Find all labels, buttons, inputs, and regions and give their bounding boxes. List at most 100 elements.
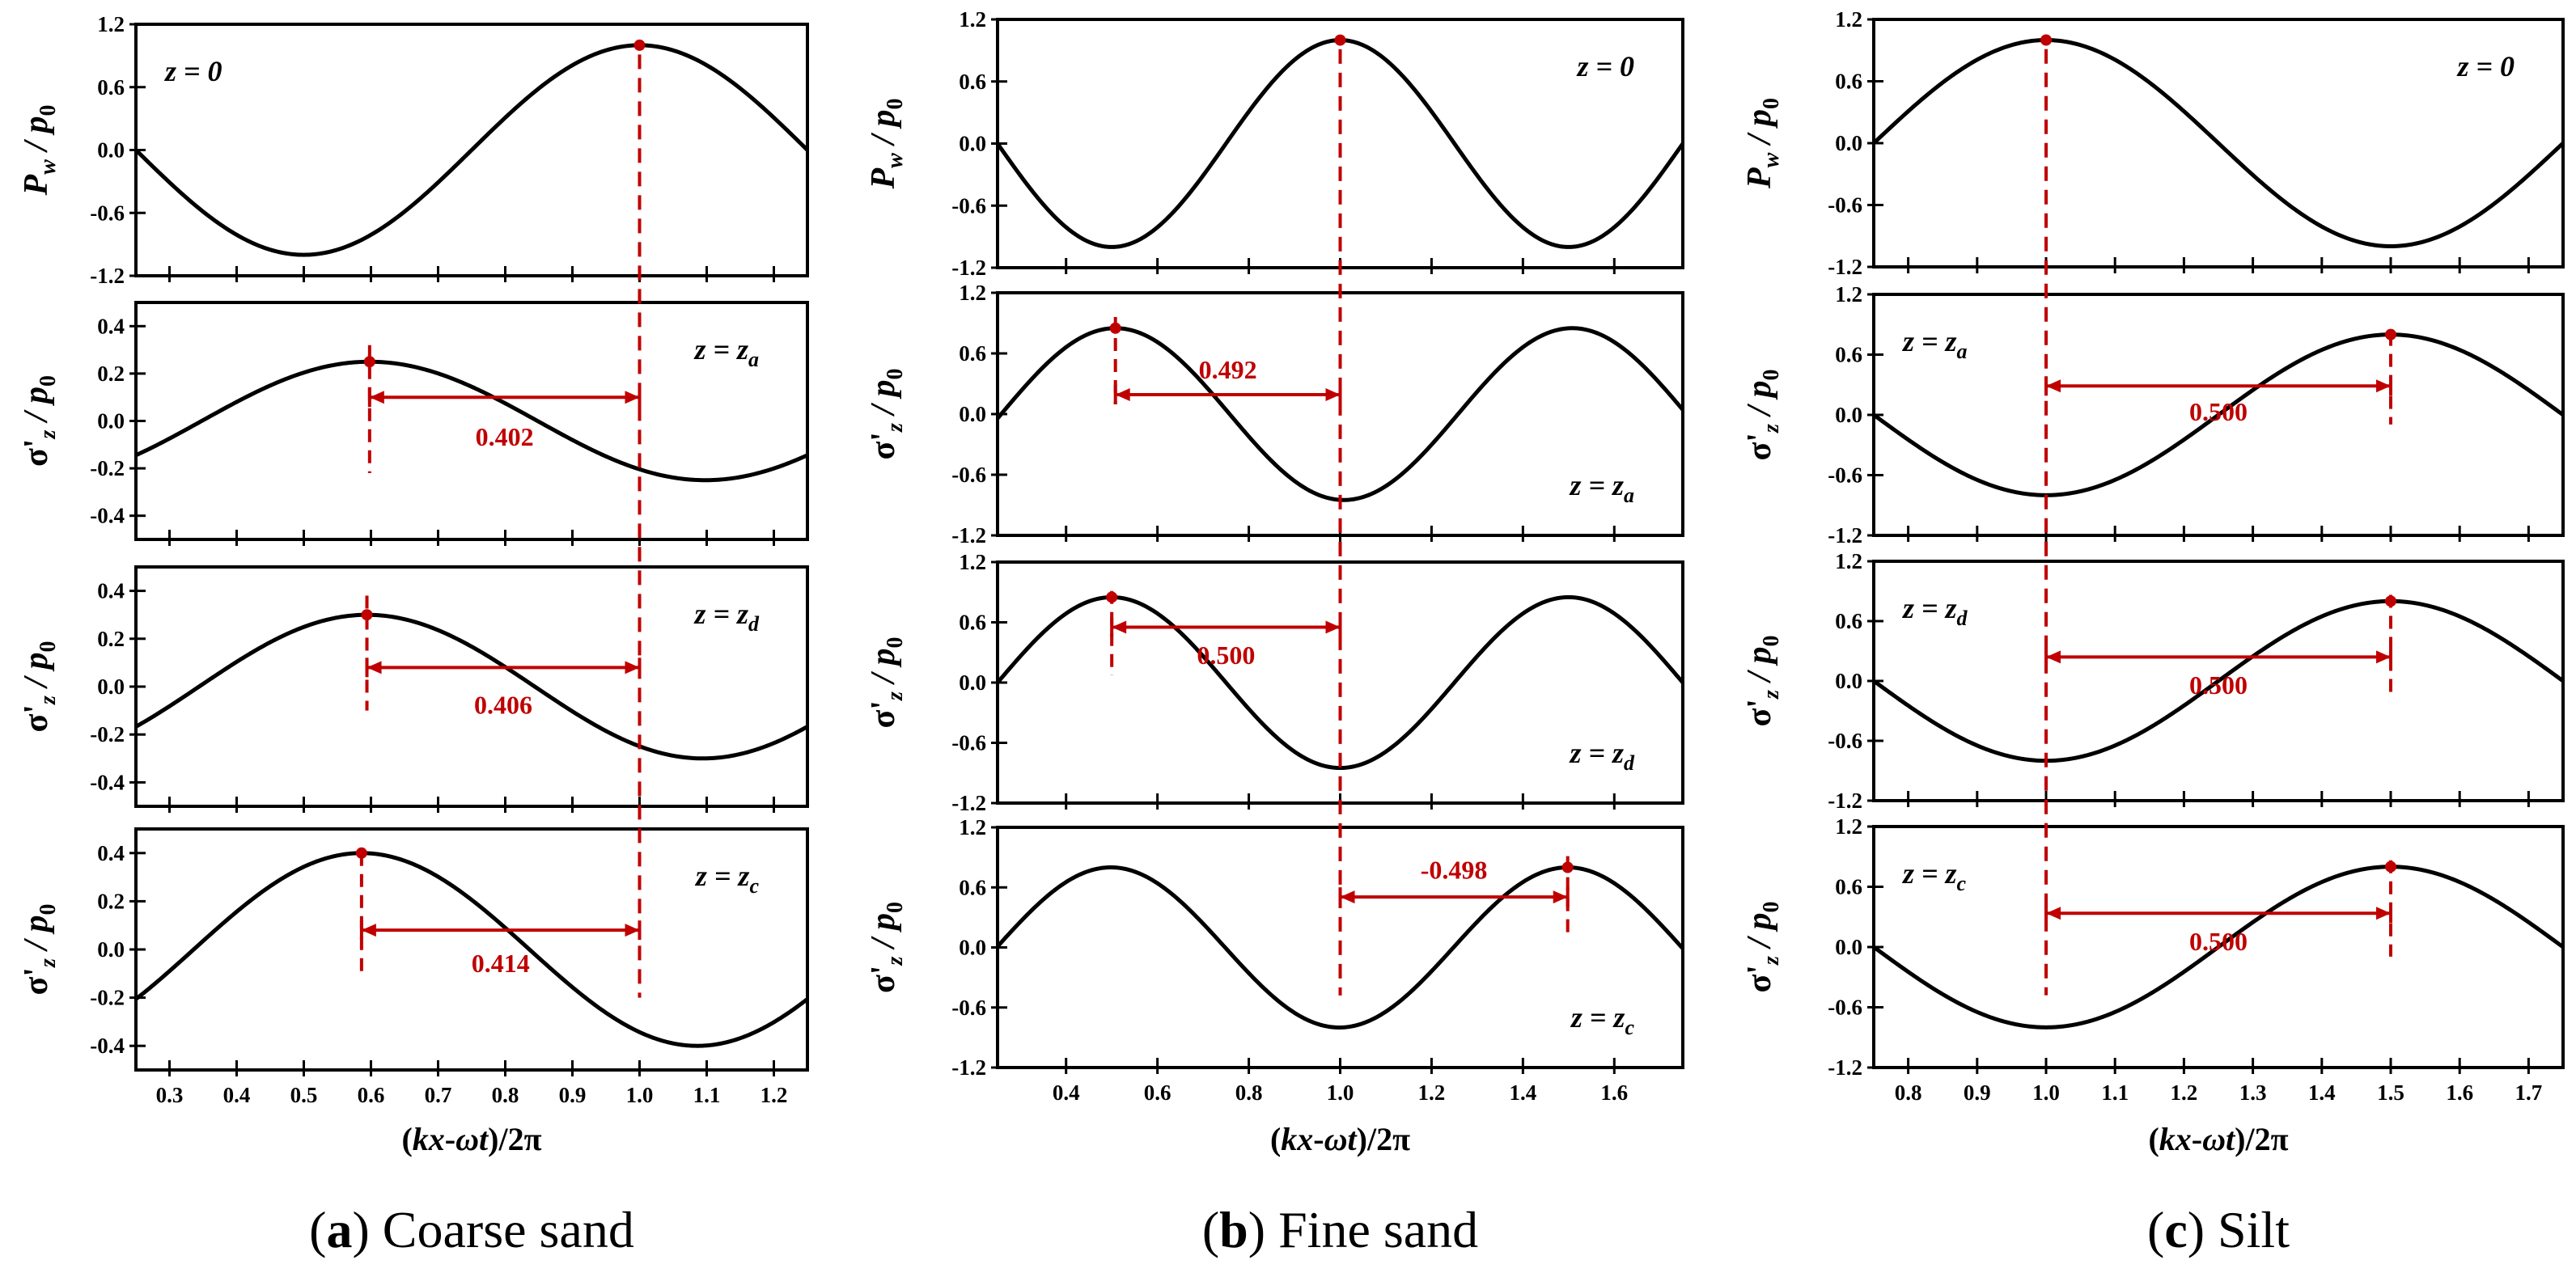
x-tick-label: 1.2 xyxy=(761,1083,788,1107)
subplot-panel: -0.4 -0.2 0.0 0.2 0.4 σ'z / p0 z = zc 0.414 xyxy=(18,827,809,1076)
y-tick-label: -1.2 xyxy=(90,264,125,288)
panel-label: z = 0 xyxy=(1575,50,1634,82)
shift-arrow-head-right xyxy=(2376,650,2391,664)
y-axis-label: σ'z / p0 xyxy=(865,368,908,459)
y-axis-label: σ'z / p0 xyxy=(1741,901,1784,992)
y-tick-label: -1.2 xyxy=(1828,1055,1862,1080)
y-tick-label: 1.2 xyxy=(1835,7,1862,32)
shift-value-label: 0.406 xyxy=(474,691,532,720)
y-tick-label: 0.0 xyxy=(97,409,125,433)
subplot-panel: -1.2 -0.6 0.0 0.6 1.2 σ'z / p0 z = zc 0.500 xyxy=(1741,814,2565,1080)
shift-arrow-head-right xyxy=(625,661,640,674)
x-tick-label: 1.4 xyxy=(2308,1080,2336,1105)
x-tick-label: 0.5 xyxy=(290,1083,318,1107)
x-tick-label: 1.2 xyxy=(1418,1080,1446,1105)
y-tick-label: 0.6 xyxy=(1835,609,1862,633)
peak-marker xyxy=(2040,34,2052,46)
x-tick-label: 1.7 xyxy=(2515,1080,2543,1105)
y-tick-label: 0.0 xyxy=(959,670,986,695)
shift-arrow-head-right xyxy=(1325,388,1341,401)
y-tick-label: 1.2 xyxy=(1835,814,1862,839)
shift-value-label: 0.402 xyxy=(476,422,534,451)
y-tick-label: -0.4 xyxy=(90,770,125,794)
shift-arrow-head-right xyxy=(625,391,640,404)
y-axis-label: σ'z / p0 xyxy=(18,903,61,995)
panel-label: z = zc xyxy=(1901,857,1967,895)
y-tick-label: 1.2 xyxy=(97,12,125,36)
y-tick-label: 0.4 xyxy=(97,314,125,338)
y-tick-label: -1.2 xyxy=(951,523,986,548)
y-tick-label: -0.6 xyxy=(1828,996,1862,1020)
series-line xyxy=(134,612,809,761)
x-tick-label: 1.6 xyxy=(1600,1080,1628,1105)
y-tick-label: 0.4 xyxy=(97,841,125,865)
shift-arrow-head-left xyxy=(1112,620,1127,634)
subcaption: (b) Fine sand xyxy=(1202,1201,1478,1258)
subplot-panel: -1.2 -0.6 0.0 0.6 1.2 σ'z / p0 z = za 0.500 xyxy=(1741,282,2565,548)
x-tick-label: 1.1 xyxy=(2101,1080,2129,1105)
subplot-panel: -1.2 -0.6 0.0 0.6 1.2 Pw / p0 z = 0 xyxy=(865,7,1685,280)
panel-label: z = 0 xyxy=(163,55,222,87)
panel-label: z = za xyxy=(693,333,759,371)
y-tick-label: 0.0 xyxy=(1835,669,1862,693)
chart-2: -1.2 -0.6 0.0 0.6 1.2 Pw / p0 z = 0 -1.2 -0.6 0.0… xyxy=(865,7,1685,1258)
y-tick-label: -0.6 xyxy=(1828,729,1862,753)
y-tick-label: -0.6 xyxy=(90,201,125,225)
y-axis-label: σ'z / p0 xyxy=(865,636,908,728)
shift-arrow-head-right xyxy=(2376,907,2391,920)
shift-value-label: 0.414 xyxy=(472,949,530,978)
shift-arrow-head-left xyxy=(1340,890,1355,904)
shift-value-label: 0.500 xyxy=(1197,641,1255,670)
y-tick-label: -0.6 xyxy=(951,996,986,1020)
shift-arrow-head-right xyxy=(1553,890,1568,904)
subcaption: (a) Coarse sand xyxy=(309,1201,634,1258)
x-tick-label: 0.6 xyxy=(1144,1080,1171,1105)
y-tick-label: 0.0 xyxy=(1835,403,1862,427)
panel-label: z = zd xyxy=(693,598,760,636)
y-tick-label: 0.6 xyxy=(1835,343,1862,367)
x-tick-label: 1.6 xyxy=(2446,1080,2473,1105)
shift-arrow-head-left xyxy=(2046,907,2061,920)
y-tick-label: -0.6 xyxy=(951,731,986,755)
x-tick-label: 0.8 xyxy=(492,1083,519,1107)
subplot-panel: -0.4 -0.2 0.0 0.2 0.4 σ'z / p0 z = zd 0.406 xyxy=(18,565,809,813)
y-tick-label: 1.2 xyxy=(1835,282,1862,307)
x-tick-label: 1.4 xyxy=(1509,1080,1536,1105)
x-tick-label: 0.4 xyxy=(223,1083,251,1107)
x-tick-label: 0.9 xyxy=(1964,1080,1991,1105)
x-tick-label: 0.8 xyxy=(1895,1080,1922,1105)
shift-value-label: 0.500 xyxy=(2189,670,2248,700)
subplot-panel: -1.2 -0.6 0.0 0.6 1.2 Pw / p0 z = 0 xyxy=(1741,7,2565,279)
chart-3: -1.2 -0.6 0.0 0.6 1.2 Pw / p0 z = 0 -1.2 -0.6 0.0… xyxy=(1741,7,2565,1258)
y-tick-label: 0.0 xyxy=(959,402,986,426)
shift-arrow-head-right xyxy=(2376,379,2391,393)
y-axis-label: σ'z / p0 xyxy=(865,902,908,993)
panel-label: z = za xyxy=(1568,469,1634,507)
y-axis-label: Pw / p0 xyxy=(1741,98,1784,189)
y-tick-label: -0.4 xyxy=(90,504,125,528)
peak-marker xyxy=(633,39,646,51)
shift-arrow-head-left xyxy=(366,661,382,674)
x-tick-label: 0.9 xyxy=(559,1083,587,1107)
series-line xyxy=(1872,332,2565,497)
x-tick-label: 1.2 xyxy=(2171,1080,2198,1105)
y-tick-label: 0.6 xyxy=(959,70,986,94)
shift-arrow-head-right xyxy=(1325,620,1341,634)
subplot-panel: -1.2 -0.6 0.0 0.6 1.2 σ'z / p0 z = zd 0.500 xyxy=(1741,549,2565,813)
subplot-panel: -1.2 -0.6 0.0 0.6 1.2 Pw / p0 z = 0 xyxy=(18,12,809,288)
y-tick-label: -1.2 xyxy=(1828,255,1862,279)
panel-label: z = za xyxy=(1901,325,1968,363)
y-axis-label: σ'z / p0 xyxy=(18,375,61,467)
y-tick-label: 0.6 xyxy=(97,75,125,99)
x-axis-label: (kx-ωt)/2π xyxy=(1270,1121,1410,1157)
subplot-panel: -1.2 -0.6 0.0 0.6 1.2 σ'z / p0 z = zc -0.498 xyxy=(865,815,1684,1080)
y-tick-label: -0.2 xyxy=(90,456,125,480)
panel-label: z = zd xyxy=(1901,592,1968,630)
y-tick-label: -0.6 xyxy=(951,193,986,218)
y-tick-label: 0.4 xyxy=(97,579,125,603)
subcaption: (c) Silt xyxy=(2147,1201,2290,1258)
shift-arrow-head-left xyxy=(2046,650,2061,664)
y-axis-label: Pw / p0 xyxy=(18,104,61,196)
y-axis-label: Pw / p0 xyxy=(865,98,908,189)
y-tick-label: 1.2 xyxy=(959,7,986,32)
